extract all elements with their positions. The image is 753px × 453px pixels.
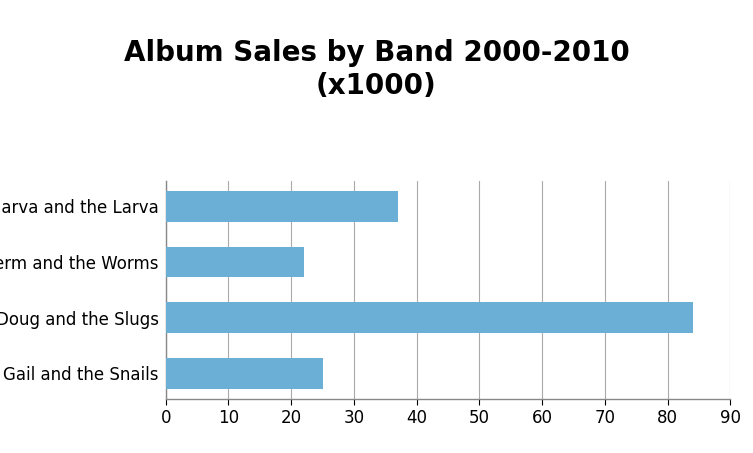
Text: Album Sales by Band 2000-2010
(x1000): Album Sales by Band 2000-2010 (x1000) bbox=[123, 39, 630, 100]
Bar bbox=[166, 247, 303, 277]
Bar bbox=[166, 191, 398, 222]
Bar bbox=[166, 303, 693, 333]
Bar bbox=[166, 358, 322, 389]
